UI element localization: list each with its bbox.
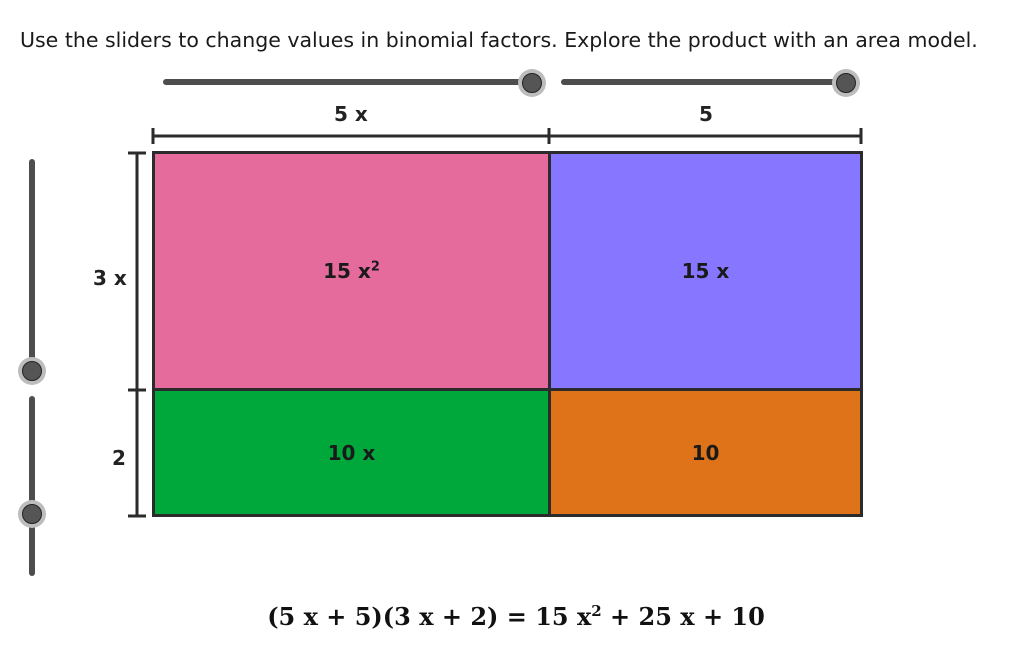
area-top-left: 15 x2 — [152, 151, 551, 391]
area-top-left-label: 15 x2 — [323, 259, 380, 283]
first-factor-x-term-label: 5 x — [334, 102, 368, 126]
product-equation: (5 x + 5)(3 x + 2) = 15 x2 + 25 x + 10 — [267, 602, 765, 631]
slider-first-factor-x-coefficient[interactable] — [160, 68, 550, 98]
first-factor-constant-label: 5 — [699, 102, 713, 126]
second-factor-x-term-label: 3 x — [93, 266, 127, 290]
area-bottom-right-label: 10 — [691, 440, 720, 465]
instructions-text: Use the sliders to change values in bino… — [20, 28, 978, 52]
slider-track[interactable] — [561, 79, 851, 85]
slider-track[interactable] — [29, 159, 35, 369]
slider-handle[interactable] — [18, 500, 46, 528]
slider-second-factor-x-coefficient[interactable] — [16, 155, 48, 387]
area-top-right-label: 15 x — [681, 259, 730, 283]
slider-second-factor-constant[interactable] — [16, 394, 48, 580]
area-bottom-left: 10 x — [152, 388, 551, 517]
slider-handle[interactable] — [832, 69, 860, 97]
area-bottom-left-label: 10 x — [327, 440, 376, 465]
second-factor-constant-label: 2 — [112, 446, 126, 470]
slider-track[interactable] — [163, 79, 535, 85]
slider-track[interactable] — [29, 396, 35, 576]
slider-first-factor-constant[interactable] — [558, 68, 868, 98]
area-top-right: 15 x — [548, 151, 863, 391]
slider-handle[interactable] — [518, 69, 546, 97]
area-bottom-right: 10 — [548, 388, 863, 517]
slider-handle[interactable] — [18, 357, 46, 385]
